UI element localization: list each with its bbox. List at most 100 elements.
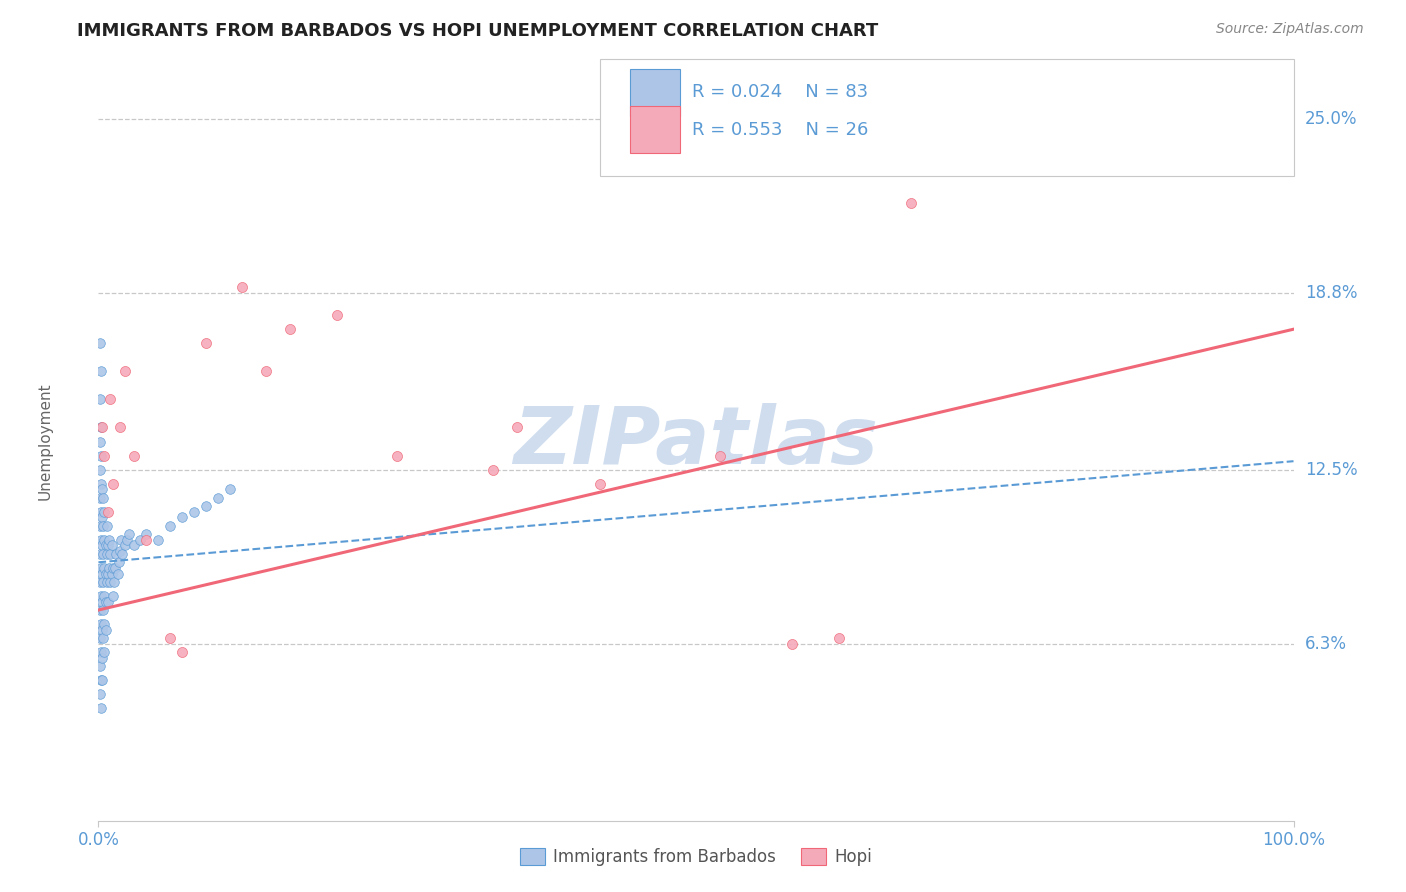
Point — [98, 574, 122, 589]
Point — [91, 483, 114, 497]
Point — [107, 566, 129, 581]
Point — [93, 617, 115, 632]
Text: 12.5%: 12.5% — [1305, 460, 1357, 479]
Point — [91, 603, 114, 617]
Point — [900, 195, 922, 210]
Point — [93, 505, 115, 519]
Point — [114, 538, 136, 552]
Point — [90, 645, 112, 659]
Point — [709, 449, 731, 463]
Text: ZIPatlas: ZIPatlas — [513, 402, 879, 481]
Point — [93, 645, 115, 659]
Point — [780, 637, 803, 651]
Point — [172, 645, 194, 659]
Point — [231, 280, 253, 294]
Point — [90, 701, 112, 715]
Point — [108, 420, 131, 434]
Point — [90, 476, 112, 491]
Point — [96, 574, 118, 589]
Point — [91, 673, 114, 688]
Point — [108, 544, 131, 558]
Text: R = 0.553    N = 26: R = 0.553 N = 26 — [692, 121, 869, 139]
Point — [91, 623, 114, 637]
Point — [90, 420, 112, 434]
Point — [135, 533, 157, 547]
Point — [98, 561, 121, 575]
Point — [589, 476, 612, 491]
Point — [278, 322, 301, 336]
Point — [114, 364, 136, 378]
Point — [97, 594, 120, 608]
Point — [828, 631, 851, 645]
Point — [481, 462, 505, 476]
Point — [91, 538, 114, 552]
Point — [90, 561, 112, 575]
Point — [97, 505, 120, 519]
Point — [94, 623, 117, 637]
Point — [124, 449, 146, 463]
Text: 18.8%: 18.8% — [1305, 284, 1357, 301]
Point — [111, 547, 134, 561]
Point — [207, 491, 229, 505]
Point — [101, 561, 124, 575]
Point — [89, 547, 111, 561]
Point — [100, 538, 122, 552]
Point — [118, 527, 141, 541]
Text: IMMIGRANTS FROM BARBADOS VS HOPI UNEMPLOYMENT CORRELATION CHART: IMMIGRANTS FROM BARBADOS VS HOPI UNEMPLO… — [77, 22, 879, 40]
FancyBboxPatch shape — [630, 106, 681, 153]
Point — [96, 547, 118, 561]
Point — [89, 603, 111, 617]
Point — [115, 533, 138, 547]
Point — [129, 533, 152, 547]
Point — [94, 538, 117, 552]
Point — [90, 533, 112, 547]
Point — [124, 538, 146, 552]
Text: R = 0.024    N = 83: R = 0.024 N = 83 — [692, 83, 869, 101]
Point — [91, 650, 114, 665]
Legend: Immigrants from Barbados, Hopi: Immigrants from Barbados, Hopi — [513, 841, 879, 873]
Point — [506, 420, 529, 434]
Point — [104, 561, 127, 575]
Point — [97, 538, 120, 552]
Point — [195, 336, 218, 351]
Point — [91, 594, 114, 608]
Point — [89, 518, 111, 533]
Point — [219, 483, 242, 497]
Point — [94, 594, 117, 608]
Point — [195, 499, 218, 513]
Point — [90, 617, 112, 632]
Point — [89, 462, 111, 476]
Point — [91, 491, 114, 505]
Point — [91, 547, 114, 561]
Point — [110, 533, 132, 547]
Text: 6.3%: 6.3% — [1305, 635, 1347, 653]
Text: Unemployment: Unemployment — [37, 383, 52, 500]
Point — [98, 533, 121, 547]
Point — [100, 566, 122, 581]
Point — [101, 589, 124, 603]
Point — [91, 631, 114, 645]
Point — [94, 566, 117, 581]
Point — [948, 112, 970, 126]
Point — [98, 547, 122, 561]
Point — [159, 518, 181, 533]
Point — [326, 308, 349, 322]
Point — [254, 364, 277, 378]
Point — [172, 510, 194, 524]
Point — [135, 527, 157, 541]
Point — [97, 566, 120, 581]
Point — [93, 449, 115, 463]
Point — [96, 518, 118, 533]
Text: Source: ZipAtlas.com: Source: ZipAtlas.com — [1216, 22, 1364, 37]
Point — [89, 659, 111, 673]
FancyBboxPatch shape — [600, 59, 1294, 177]
Point — [385, 449, 409, 463]
Point — [89, 434, 111, 449]
Point — [93, 533, 115, 547]
Point — [183, 505, 205, 519]
Point — [90, 449, 112, 463]
Point — [91, 566, 114, 581]
Point — [89, 631, 111, 645]
Point — [159, 631, 181, 645]
Point — [148, 533, 170, 547]
